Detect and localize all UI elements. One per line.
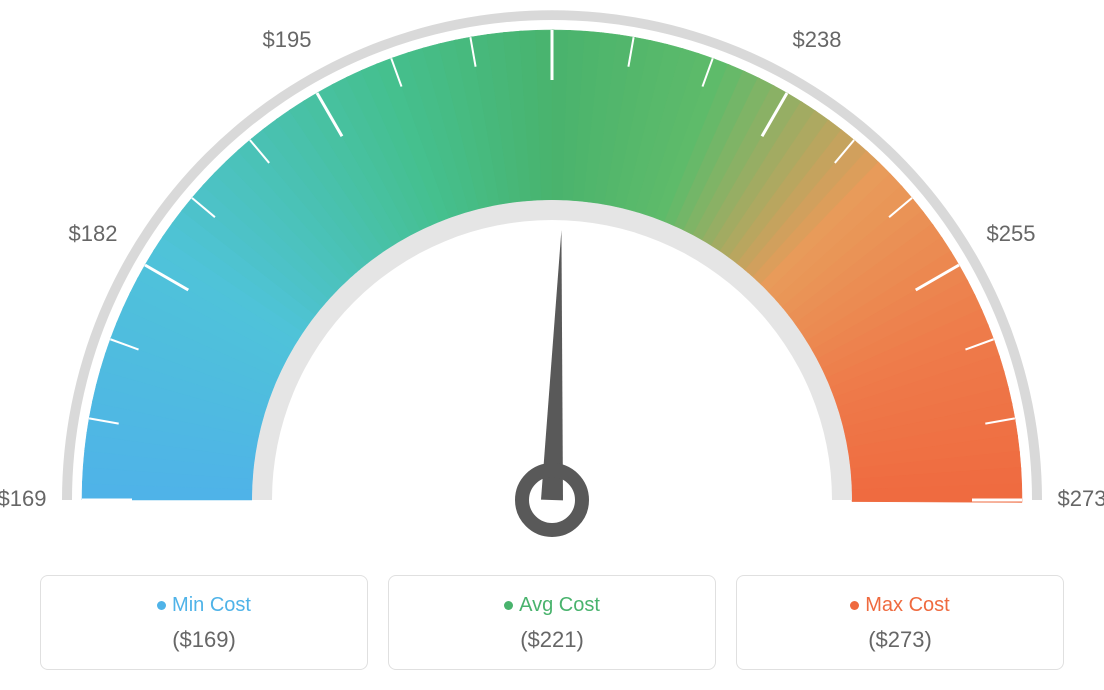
min-cost-card: Min Cost ($169): [40, 575, 368, 670]
max-dot-icon: [850, 601, 859, 610]
svg-text:$169: $169: [0, 486, 46, 511]
avg-cost-value: ($221): [389, 627, 715, 653]
max-cost-card: Max Cost ($273): [736, 575, 1064, 670]
gauge-chart-container: $169$182$195$221$238$255$273 Min Cost ($…: [0, 0, 1104, 690]
min-cost-value: ($169): [41, 627, 367, 653]
svg-text:$255: $255: [987, 221, 1036, 246]
min-cost-title: Min Cost: [41, 594, 367, 617]
gauge-svg: $169$182$195$221$238$255$273: [0, 0, 1104, 560]
avg-cost-label: Avg Cost: [519, 594, 600, 616]
min-cost-label: Min Cost: [172, 594, 251, 616]
min-dot-icon: [157, 601, 166, 610]
avg-cost-card: Avg Cost ($221): [388, 575, 716, 670]
svg-text:$238: $238: [793, 27, 842, 52]
svg-text:$273: $273: [1058, 486, 1104, 511]
max-cost-value: ($273): [737, 627, 1063, 653]
summary-cards: Min Cost ($169) Avg Cost ($221) Max Cost…: [40, 575, 1064, 670]
max-cost-label: Max Cost: [865, 594, 949, 616]
svg-text:$182: $182: [69, 221, 118, 246]
avg-cost-title: Avg Cost: [389, 594, 715, 617]
svg-text:$195: $195: [263, 27, 312, 52]
avg-dot-icon: [504, 601, 513, 610]
max-cost-title: Max Cost: [737, 594, 1063, 617]
